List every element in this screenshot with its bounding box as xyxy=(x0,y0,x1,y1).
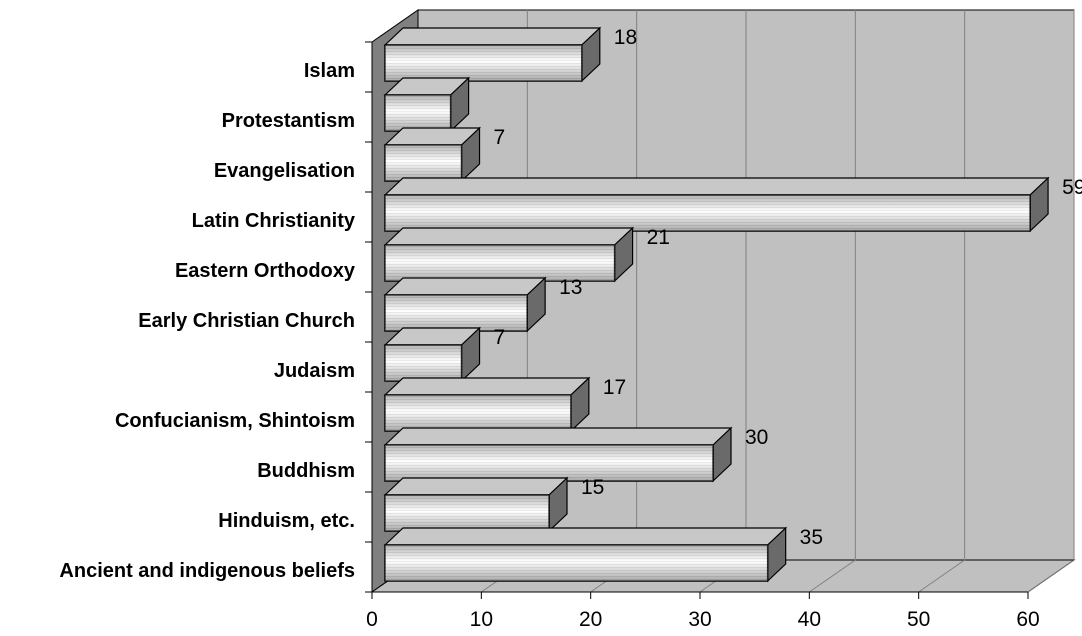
bar xyxy=(383,76,471,133)
bar-top xyxy=(383,427,733,446)
bars xyxy=(383,26,1050,583)
category-label: Protestantism xyxy=(222,110,355,132)
bar xyxy=(383,126,482,183)
bar xyxy=(383,426,733,483)
gridline-floor xyxy=(809,559,856,593)
bar-texture xyxy=(385,195,1031,231)
data-label: 7 xyxy=(494,126,506,149)
category-label: Confucianism, Shintoism xyxy=(115,410,355,432)
bar xyxy=(383,526,788,583)
bar xyxy=(383,476,569,533)
bar-texture xyxy=(385,245,615,281)
bar-top xyxy=(383,527,788,546)
bar-texture xyxy=(385,395,571,431)
x-tick-label: 30 xyxy=(688,608,711,631)
x-tick-label: 10 xyxy=(470,608,493,631)
bar-top xyxy=(383,227,635,246)
bar-top xyxy=(383,377,591,396)
x-tick-label: 60 xyxy=(1016,608,1039,631)
x-axis: 0 10 20 30 40 50 60 xyxy=(365,41,1040,631)
x-tick-label: 20 xyxy=(579,608,602,631)
bar-top xyxy=(383,277,547,296)
category-label: Early Christian Church xyxy=(138,310,355,332)
category-label: Buddhism xyxy=(257,460,355,482)
x-tick-label: 50 xyxy=(907,608,930,631)
x-tick-label: 40 xyxy=(798,608,821,631)
category-labels: Islam Protestantism Evangelisation Latin Ch… xyxy=(59,60,355,582)
data-label: 17 xyxy=(603,376,626,399)
gridline-floor xyxy=(918,559,965,593)
data-label: 30 xyxy=(745,426,768,449)
bar-top xyxy=(383,477,569,496)
gridline-floor xyxy=(1027,559,1075,593)
bar-texture xyxy=(385,445,713,481)
category-label: Judaism xyxy=(274,360,355,382)
category-label: Islam xyxy=(304,60,355,82)
bar xyxy=(383,326,482,383)
bar-texture xyxy=(385,45,582,81)
category-label: Latin Christianity xyxy=(192,210,356,232)
bar-texture xyxy=(385,145,462,181)
x-tick-label: 0 xyxy=(366,608,378,631)
bar xyxy=(383,176,1050,233)
data-label: 7 xyxy=(494,326,506,349)
category-label: Eastern Orthodoxy xyxy=(175,260,356,282)
bar xyxy=(383,276,547,333)
category-label: Ancient and indigenous beliefs xyxy=(59,560,355,582)
data-label: 21 xyxy=(647,226,670,249)
bar xyxy=(383,376,591,433)
bar xyxy=(383,26,602,83)
data-label: 15 xyxy=(581,476,604,499)
data-label: 59 xyxy=(1062,176,1082,199)
bar-texture xyxy=(385,495,549,531)
bar-texture xyxy=(385,95,451,131)
bar-texture xyxy=(385,345,462,381)
bar-top xyxy=(383,177,1050,196)
data-label: 18 xyxy=(614,26,637,49)
category-label: Evangelisation xyxy=(214,160,355,182)
category-label: Hinduism, etc. xyxy=(218,510,355,532)
bar-texture xyxy=(385,295,528,331)
bar xyxy=(383,226,635,283)
bar-top xyxy=(383,27,602,46)
bar-texture xyxy=(385,545,768,581)
data-labels: 18 7 59 21 13 7 17 30 15 35 xyxy=(494,26,1082,549)
data-label: 13 xyxy=(559,276,582,299)
data-label: 35 xyxy=(800,526,823,549)
